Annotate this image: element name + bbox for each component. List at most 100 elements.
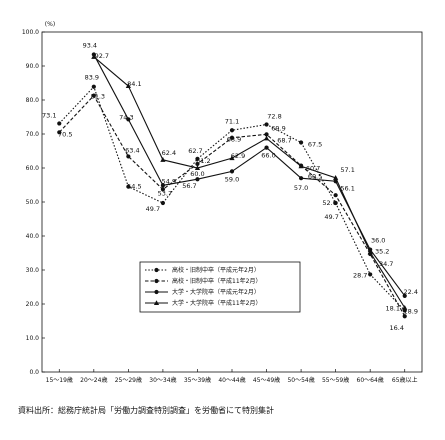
y-tick-label: 90.0 xyxy=(26,63,40,70)
data-label: 69.9 xyxy=(271,124,285,132)
x-tick-label: 60～64歳 xyxy=(357,376,384,384)
data-point xyxy=(264,132,269,137)
data-label: 60.0 xyxy=(190,170,204,178)
data-label: 74.3 xyxy=(119,113,133,121)
x-tick-label: 40～44歳 xyxy=(218,376,245,384)
legend-label: 大学・大学院卒（平成元年2月） xyxy=(172,288,260,296)
data-point xyxy=(57,130,62,135)
data-label: 93.4 xyxy=(83,41,97,49)
data-point xyxy=(195,161,200,167)
legend-label: 高校・旧制中卒（平成11年2月） xyxy=(172,277,261,285)
data-point xyxy=(402,304,408,310)
data-point xyxy=(229,135,235,140)
data-point xyxy=(402,314,407,319)
data-point xyxy=(57,121,62,126)
data-label: 62.9 xyxy=(231,152,245,160)
data-label: 54.5 xyxy=(127,183,141,191)
data-point xyxy=(126,117,131,122)
data-point xyxy=(333,175,339,180)
y-tick-label: 20.0 xyxy=(26,301,40,308)
x-tick-label: 45～49歳 xyxy=(253,376,280,384)
data-point xyxy=(333,200,338,206)
data-point xyxy=(264,145,269,150)
data-label: 57.1 xyxy=(340,166,354,174)
data-label: 67.5 xyxy=(308,141,322,149)
data-label: 28.7 xyxy=(353,271,367,279)
data-label: 35.2 xyxy=(375,247,389,255)
legend-swatch-marker xyxy=(153,300,160,305)
data-label: 92.7 xyxy=(95,52,109,60)
legend-swatch-marker xyxy=(154,278,159,284)
y-tick-label: 10.0 xyxy=(26,335,40,342)
data-point xyxy=(125,83,131,89)
data-label: 60.5 xyxy=(308,172,322,180)
data-point xyxy=(91,54,97,59)
y-tick-label: 40.0 xyxy=(26,233,40,240)
series-line-0 xyxy=(58,85,406,311)
data-point xyxy=(195,177,200,182)
x-tick-label: 30～34歳 xyxy=(149,376,176,384)
data-point xyxy=(367,249,373,255)
data-label: 72.8 xyxy=(267,112,281,120)
data-label: 68.9 xyxy=(227,136,241,144)
data-label: 49.7 xyxy=(146,205,160,213)
legend-label: 高校・旧制中卒（平成元年2月） xyxy=(172,266,260,274)
x-tick-label: 50～54歳 xyxy=(287,376,314,384)
x-tick-label: 35～39歳 xyxy=(184,376,211,384)
series-line-2 xyxy=(93,54,406,297)
source-note: 資料出所：総務庁統計局「労働力調査特別調査」を労働省にて特別集計 xyxy=(18,406,274,415)
data-label: 54.9 xyxy=(162,177,176,185)
y-tick-label: 80.0 xyxy=(26,97,40,104)
x-tick-label: 20～24歳 xyxy=(80,376,107,384)
data-point xyxy=(298,163,304,169)
data-label: 83.9 xyxy=(85,74,99,82)
data-label: 49.7 xyxy=(324,213,338,221)
plot-frame xyxy=(41,31,423,373)
data-label: 52.0 xyxy=(322,199,336,207)
data-label: 53.7 xyxy=(158,189,172,197)
data-label: 18.9 xyxy=(403,308,417,316)
legend-swatch-marker xyxy=(154,289,159,295)
data-label: 66.0 xyxy=(261,152,275,160)
y-tick-label: 60.0 xyxy=(26,165,40,172)
data-label: 34.7 xyxy=(379,260,393,268)
data-point xyxy=(402,293,407,298)
legend-label: 大学・大学院卒（平成11年2月） xyxy=(172,299,261,307)
data-point xyxy=(194,165,201,170)
data-label: 73.1 xyxy=(42,111,56,119)
legend-box xyxy=(139,261,301,313)
data-label: 81.3 xyxy=(91,93,105,101)
data-point xyxy=(368,272,373,277)
data-point xyxy=(229,169,235,174)
data-label: 62.7 xyxy=(188,147,202,155)
series-line-3 xyxy=(93,56,406,309)
data-point xyxy=(160,200,166,206)
data-point xyxy=(263,135,270,141)
data-point xyxy=(195,156,200,161)
y-tick-label: 50.0 xyxy=(26,199,40,206)
data-point xyxy=(229,155,235,161)
data-label: 60.7 xyxy=(306,165,320,173)
data-point xyxy=(126,154,131,159)
data-label: 84.1 xyxy=(127,80,141,88)
data-label: 22.4 xyxy=(403,288,417,296)
data-label: 16.4 xyxy=(389,324,403,332)
data-label: 57.0 xyxy=(294,184,308,192)
x-tick-label: 55～59歳 xyxy=(322,376,349,384)
data-label: 71.1 xyxy=(225,117,239,125)
data-point xyxy=(229,128,235,133)
y-tick-label: 100.0 xyxy=(22,29,39,36)
data-label: 59.0 xyxy=(225,175,239,183)
data-point xyxy=(298,140,304,145)
data-point xyxy=(160,183,166,188)
data-point xyxy=(91,84,96,89)
y-tick-label: 30.0 xyxy=(26,267,40,274)
y-tick-label: 70.0 xyxy=(26,131,40,138)
legend-swatch-marker xyxy=(154,267,159,273)
data-point xyxy=(126,184,131,189)
data-label: 62.4 xyxy=(162,149,176,157)
data-label: 18.1 xyxy=(385,304,399,312)
data-label: 36.0 xyxy=(371,237,385,245)
data-label: 70.5 xyxy=(58,130,72,138)
